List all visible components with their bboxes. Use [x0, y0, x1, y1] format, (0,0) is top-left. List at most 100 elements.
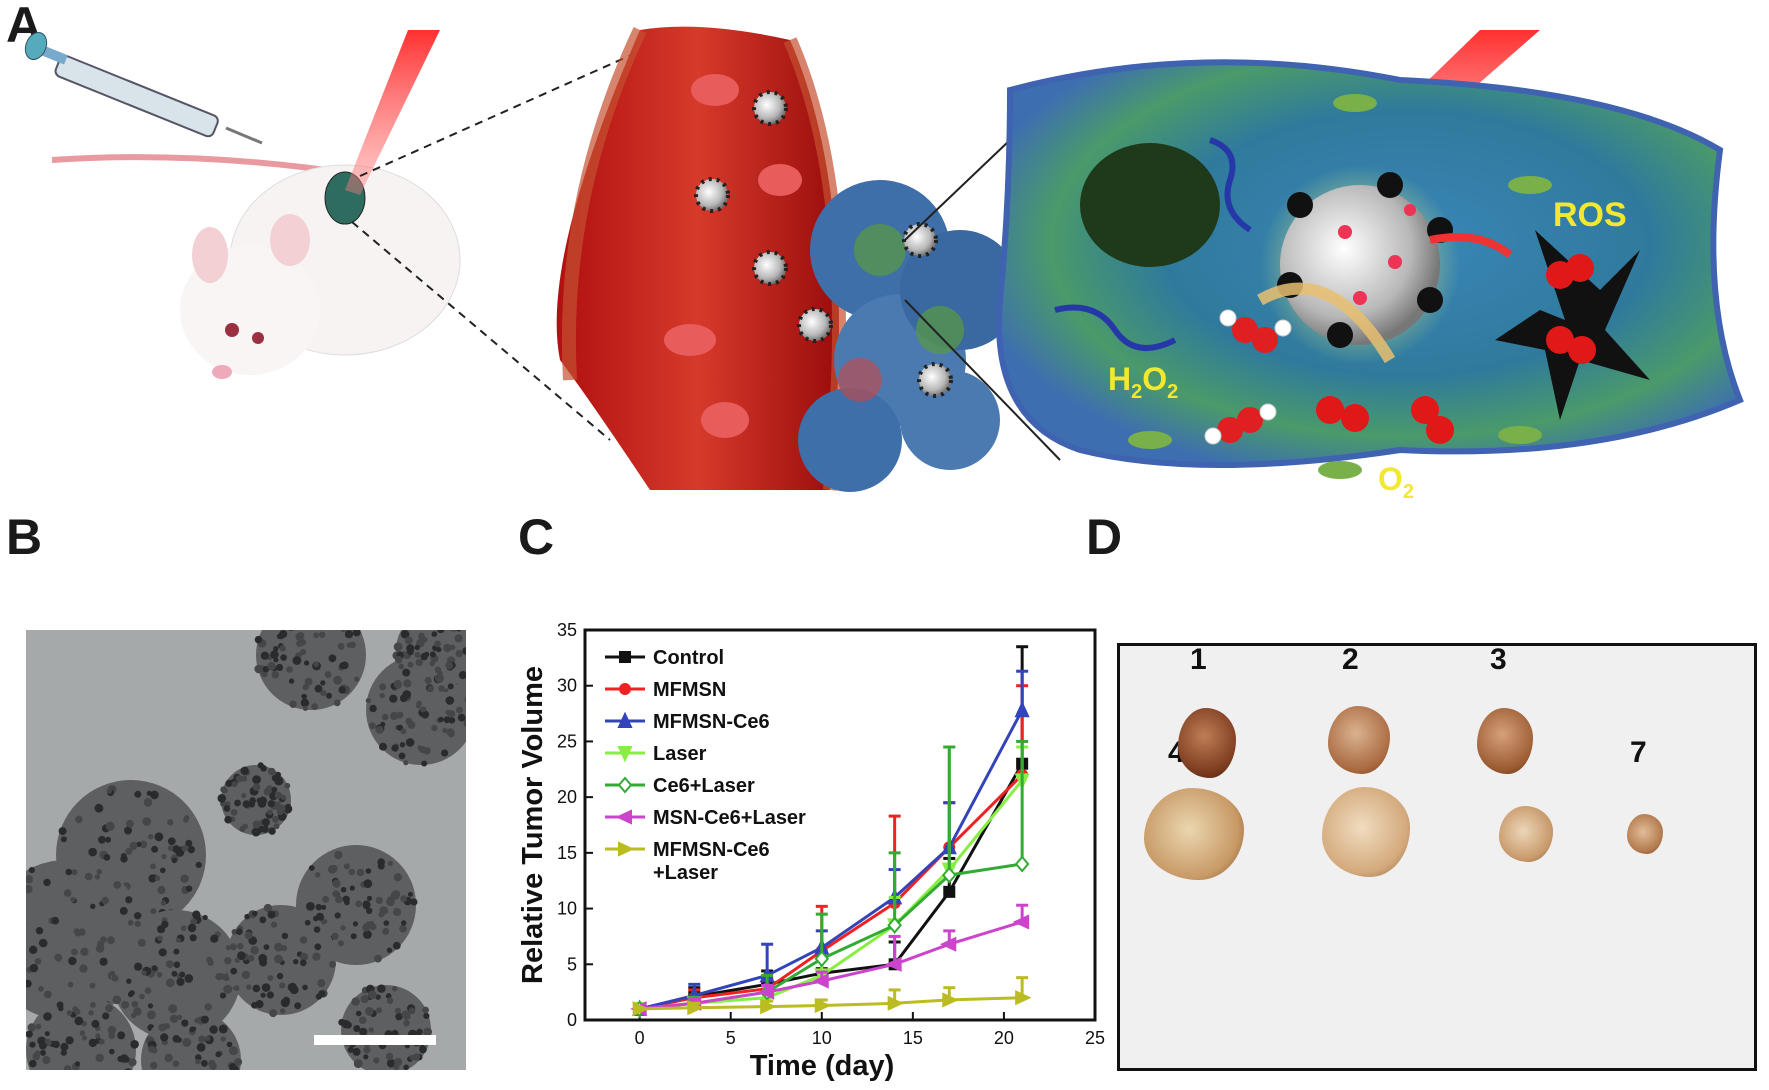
data-point — [943, 885, 956, 898]
panel-a-illustration: ROS H2O2 O2 — [24, 26, 1744, 500]
legend-label-line: MSN-Ce6+Laser — [653, 807, 806, 829]
panel-label-d: D — [1086, 509, 1123, 565]
legend-label: MFMSN-Ce6 +Laser — [653, 839, 770, 884]
plot-area — [583, 628, 1097, 1022]
legend-entry-1: MFMSN — [605, 679, 726, 701]
tumor-photo: 1 2 3 4 5 6 7 — [1117, 643, 1757, 1071]
x-tick-label: 25 — [1085, 1028, 1105, 1048]
y-tick-label: 0 — [567, 1010, 577, 1030]
h2o2-label-o: O — [1142, 361, 1167, 397]
y-tick-label: 30 — [557, 676, 577, 696]
data-point — [941, 866, 957, 884]
x-tick-label: 10 — [812, 1028, 832, 1048]
h2o2-label-sub1: 2 — [1131, 381, 1142, 403]
data-point — [814, 997, 832, 1014]
data-point — [618, 841, 635, 857]
tumor-number-7: 7 — [1630, 736, 1647, 769]
data-point — [757, 984, 775, 1000]
tumor-number-2: 2 — [1342, 643, 1359, 676]
tem-particles — [26, 630, 466, 1070]
x-axis-label: Time (day) — [750, 1050, 895, 1082]
o2-label: O2 — [1378, 461, 1414, 500]
data-point — [942, 992, 959, 1008]
mouse-illustration — [51, 154, 461, 379]
data-point — [617, 711, 633, 728]
nanoparticle — [1277, 172, 1453, 348]
y-tick-label: 5 — [567, 954, 577, 974]
y-axis-ticks: 0 5 10 15 20 25 30 35 — [557, 620, 593, 1030]
x-tick-label: 20 — [994, 1028, 1014, 1048]
panel-label-b: B — [6, 509, 43, 565]
data-point — [687, 1000, 704, 1016]
data-point — [1015, 990, 1032, 1006]
y-tick-label: 15 — [557, 843, 577, 863]
y-tick-label: 20 — [557, 787, 577, 807]
tumor-cluster — [797, 180, 1020, 492]
data-point — [617, 746, 633, 763]
tumor-sample-3 — [1477, 708, 1533, 774]
tumor-sample-5 — [1322, 787, 1410, 877]
legend-label-line: MFMSN-Ce6 — [653, 711, 770, 733]
data-point — [619, 683, 631, 695]
h2o2-label-sub2: 2 — [1167, 381, 1178, 403]
ros-burst — [1495, 230, 1650, 420]
x-tick-label: 5 — [726, 1028, 736, 1048]
h2o2-label: H2O2 — [1108, 361, 1178, 403]
data-point — [887, 916, 902, 934]
legend-label: MSN-Ce6+Laser — [653, 807, 806, 829]
legend-entry-6: MFMSN-Ce6 +Laser — [605, 839, 770, 884]
x-tick-label: 15 — [903, 1028, 923, 1048]
ros-arrow — [1429, 233, 1513, 259]
data-point — [615, 809, 632, 825]
chart-legend: Control MFMSN MFMSN-Ce6 Laser Ce6+Laser MSN-C… — [605, 647, 806, 884]
h2o2-molecules — [1204, 309, 1292, 445]
x-tick-label: 0 — [635, 1028, 645, 1048]
tumor-number-1: 1 — [1190, 643, 1207, 676]
o2-label-o: O — [1378, 461, 1403, 497]
data-point — [814, 950, 830, 968]
syringe-icon — [24, 31, 263, 145]
legend-label-line: Control — [653, 647, 724, 669]
y-tick-label: 25 — [557, 731, 577, 751]
tumor-sample-4 — [1144, 788, 1244, 880]
data-point — [632, 1001, 650, 1017]
ros-label: ROS — [1553, 196, 1627, 234]
y-tick-label: 35 — [557, 620, 577, 640]
legend-label: Control — [653, 647, 724, 669]
tumor-sample-7 — [1627, 814, 1663, 854]
legend-entry-5: MSN-Ce6+Laser — [605, 807, 806, 829]
legend-label: Ce6+Laser — [653, 775, 755, 797]
data-point — [617, 776, 633, 794]
panel-label-c: C — [518, 509, 555, 565]
series-6 — [632, 976, 1032, 1017]
legend-entry-4: Ce6+Laser — [605, 775, 755, 797]
tumor-sample-6 — [1499, 806, 1553, 862]
o2-molecules — [1316, 396, 1454, 444]
reaction-arrow — [1257, 282, 1396, 364]
legend-label-line: MFMSN — [653, 679, 726, 701]
legend-entry-3: Laser — [605, 743, 707, 765]
legend-label-line: Ce6+Laser — [653, 775, 755, 797]
tumor-sample-1 — [1178, 708, 1236, 778]
data-point — [760, 999, 777, 1015]
scale-bar — [314, 1035, 436, 1045]
data-point — [619, 651, 631, 663]
data-point — [885, 956, 902, 972]
tem-micrograph — [26, 630, 466, 1070]
o2-label-sub: 2 — [1403, 481, 1414, 500]
data-point — [1014, 855, 1030, 873]
y-axis-label: Relative Tumor Volume — [517, 666, 549, 984]
x-axis-ticks: 0 5 10 15 20 25 — [635, 1012, 1105, 1048]
data-point — [887, 995, 905, 1011]
legend-label: MFMSN-Ce6 — [653, 711, 770, 733]
legend-entry-2: MFMSN-Ce6 — [605, 711, 770, 733]
legend-label-line: Laser — [653, 743, 707, 765]
data-point — [939, 936, 957, 952]
tumor-volume-chart: 0 5 10 15 20 25 30 35 0 5 10 15 20 25 Control MFMSN MF… — [517, 620, 1105, 1082]
data-point — [812, 973, 829, 989]
legend-label: MFMSN — [653, 679, 726, 701]
legend-label: Laser — [653, 743, 707, 765]
data-point — [1014, 700, 1030, 718]
data-point — [1012, 914, 1030, 930]
legend-label-line: +Laser — [653, 862, 718, 884]
